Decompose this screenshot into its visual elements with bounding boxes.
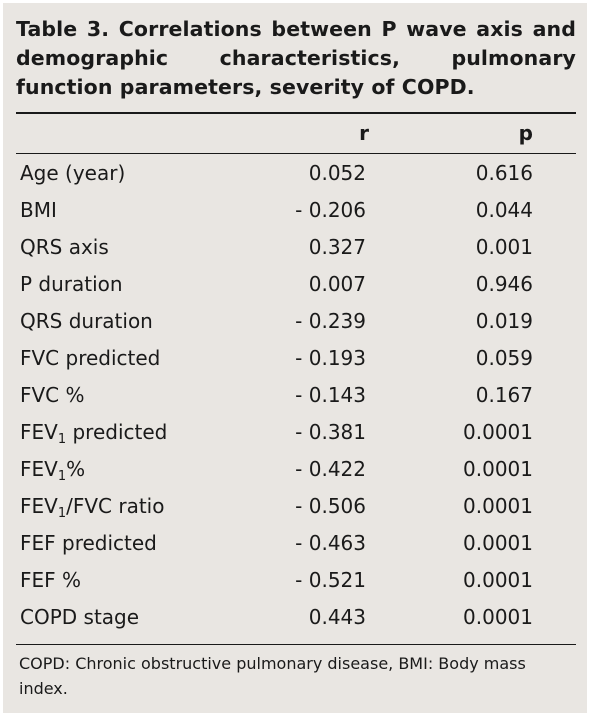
p-value: 0.001 xyxy=(475,235,533,259)
r-value: 0.007 xyxy=(308,272,366,296)
row-label: FEV1 predicted xyxy=(20,414,167,451)
header-rule xyxy=(16,153,576,154)
label-text: /FVC ratio xyxy=(66,494,165,518)
row-label: BMI xyxy=(20,198,57,222)
row-label: QRS axis xyxy=(20,235,109,259)
r-value: - 0.422 xyxy=(295,457,366,481)
p-value: 0.616 xyxy=(475,161,533,185)
table-row: FEV1/FVC ratio - 0.506 0.0001 xyxy=(16,488,576,525)
top-rule xyxy=(16,112,576,114)
row-label: FVC predicted xyxy=(20,346,161,370)
table-row: FVC predicted - 0.193 0.059 xyxy=(16,340,576,377)
p-value: 0.0001 xyxy=(463,531,533,555)
r-value: - 0.463 xyxy=(295,531,366,555)
p-value: 0.044 xyxy=(475,198,533,222)
r-value: - 0.206 xyxy=(295,198,366,222)
p-value: 0.059 xyxy=(475,346,533,370)
table-row: FVC % - 0.143 0.167 xyxy=(16,377,576,414)
label-text: FEV xyxy=(20,457,58,481)
table-row: FEF predicted - 0.463 0.0001 xyxy=(16,525,576,562)
table-row: QRS axis 0.327 0.001 xyxy=(16,229,576,266)
r-value: 0.052 xyxy=(308,161,366,185)
p-value: 0.019 xyxy=(475,309,533,333)
row-label: FEF predicted xyxy=(20,531,157,555)
table-row: Age (year) 0.052 0.616 xyxy=(16,155,576,192)
p-value: 0.0001 xyxy=(463,494,533,518)
p-value: 0.0001 xyxy=(463,568,533,592)
table-row: QRS duration - 0.239 0.019 xyxy=(16,303,576,340)
p-value: 0.0001 xyxy=(463,457,533,481)
label-text: predicted xyxy=(66,420,168,444)
table-row: FEV1 predicted - 0.381 0.0001 xyxy=(16,414,576,451)
label-subscript: 1 xyxy=(57,432,67,447)
row-label: FEF % xyxy=(20,568,82,592)
row-label: Age (year) xyxy=(20,161,126,185)
r-value: - 0.381 xyxy=(295,420,366,444)
row-label: QRS duration xyxy=(20,309,153,333)
label-text: % xyxy=(66,457,86,481)
r-value: - 0.193 xyxy=(295,346,366,370)
label-text: FEV xyxy=(20,420,58,444)
table-row: FEV1% - 0.422 0.0001 xyxy=(16,451,576,488)
r-value: - 0.506 xyxy=(295,494,366,518)
label-subscript: 1 xyxy=(57,469,67,484)
column-header-p: p xyxy=(518,121,533,145)
table-row: FEF % - 0.521 0.0001 xyxy=(16,562,576,599)
table-row: BMI - 0.206 0.044 xyxy=(16,192,576,229)
r-value: - 0.239 xyxy=(295,309,366,333)
table-footnote: COPD: Chronic obstructive pulmonary dise… xyxy=(19,654,526,698)
row-label: FEV1% xyxy=(20,451,85,488)
column-header-r: r xyxy=(359,121,369,145)
row-label: FVC % xyxy=(20,383,85,407)
r-value: - 0.521 xyxy=(295,568,366,592)
p-value: 0.0001 xyxy=(463,420,533,444)
label-subscript: 1 xyxy=(57,506,67,521)
p-value: 0.167 xyxy=(475,383,533,407)
row-label: P duration xyxy=(20,272,123,296)
table-row: COPD stage 0.443 0.0001 xyxy=(16,599,576,636)
bottom-rule xyxy=(16,644,576,645)
p-value: 0.0001 xyxy=(463,605,533,629)
table-row: P duration 0.007 0.946 xyxy=(16,266,576,303)
table-panel: Table 3. Correlations between P wave axi… xyxy=(3,3,587,713)
row-label: FEV1/FVC ratio xyxy=(20,488,164,525)
row-label: COPD stage xyxy=(20,605,140,629)
r-value: 0.443 xyxy=(308,605,366,629)
r-value: 0.327 xyxy=(308,235,366,259)
r-value: - 0.143 xyxy=(295,383,366,407)
label-text: FEV xyxy=(20,494,58,518)
table-title: Table 3. Correlations between P wave axi… xyxy=(16,17,576,99)
p-value: 0.946 xyxy=(475,272,533,296)
